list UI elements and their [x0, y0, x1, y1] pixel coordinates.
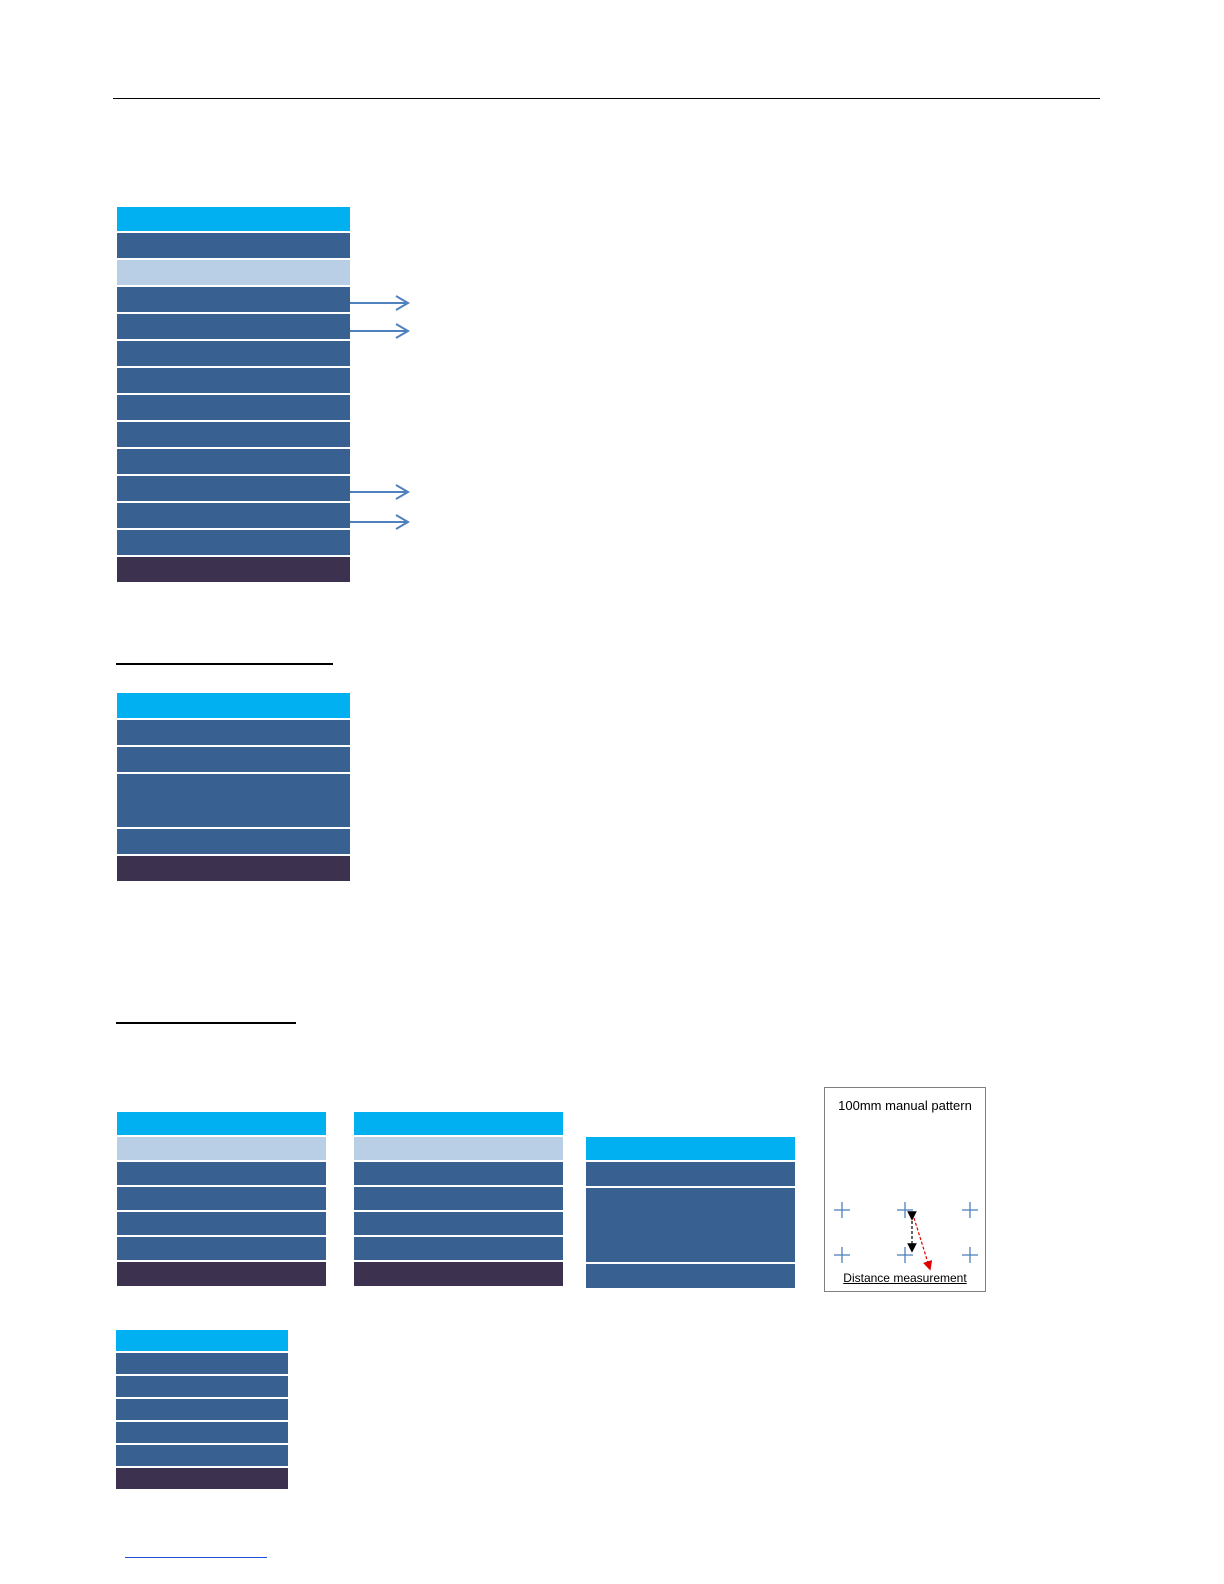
menu-item[interactable]	[116, 1399, 288, 1420]
menu-item[interactable]	[354, 1237, 563, 1260]
cross-icon	[962, 1247, 978, 1263]
menu-item[interactable]	[117, 503, 350, 528]
pattern-graphic	[834, 1202, 978, 1271]
menu-footer-bar	[117, 1262, 326, 1286]
manual-pattern-figure: 100mm manual pattern Distance measuremen…	[824, 1087, 986, 1292]
pattern-title: 100mm manual pattern	[838, 1098, 972, 1113]
menu-item[interactable]	[116, 1376, 288, 1397]
menu-item[interactable]	[117, 829, 350, 854]
menu-item[interactable]	[117, 747, 350, 772]
menu-title-bar	[117, 1112, 326, 1135]
menu-footer-bar	[354, 1262, 563, 1286]
menu-item[interactable]	[117, 395, 350, 420]
section-heading-underline	[116, 663, 333, 665]
menu-item[interactable]	[117, 341, 350, 366]
section-heading-underline	[116, 1022, 296, 1024]
pointer-arrows	[350, 295, 410, 530]
menu-item[interactable]	[117, 1187, 326, 1210]
menu-item[interactable]	[116, 1353, 288, 1374]
menu-item[interactable]	[116, 1445, 288, 1466]
cross-icon	[962, 1202, 978, 1218]
menu-title-bar	[586, 1137, 795, 1160]
cross-icon	[834, 1247, 850, 1263]
menu-item[interactable]	[586, 1162, 795, 1186]
menu-item[interactable]	[116, 1422, 288, 1443]
cross-icon	[897, 1247, 913, 1263]
menu-item[interactable]	[117, 1212, 326, 1235]
menu-title-bar	[116, 1330, 288, 1351]
menu-item-selected[interactable]	[354, 1137, 563, 1160]
submenu-panel	[117, 693, 350, 881]
menu-item[interactable]	[117, 368, 350, 393]
menu-item[interactable]	[117, 314, 350, 339]
footer-link-underline[interactable]	[125, 1557, 267, 1558]
menu-item-large[interactable]	[586, 1188, 795, 1262]
menu-title-bar	[117, 207, 350, 231]
menu-item[interactable]	[117, 1237, 326, 1260]
menu-title-bar	[117, 693, 350, 718]
menu-item[interactable]	[354, 1187, 563, 1210]
pattern-caption: Distance measurement	[843, 1271, 967, 1285]
right-arrow-icon	[350, 295, 410, 311]
menu-item[interactable]	[117, 233, 350, 258]
cross-icon	[834, 1202, 850, 1218]
menu-item[interactable]	[117, 530, 350, 555]
menu-item[interactable]	[354, 1162, 563, 1185]
menu-item[interactable]	[117, 287, 350, 312]
menu-item-selected[interactable]	[117, 1137, 326, 1160]
menu-item-selected[interactable]	[117, 260, 350, 285]
right-arrow-icon	[350, 323, 410, 339]
menu-item[interactable]	[117, 720, 350, 745]
menu-item[interactable]	[117, 1162, 326, 1185]
menu-item[interactable]	[354, 1212, 563, 1235]
menu-footer-bar	[116, 1468, 288, 1489]
calibration-menu-panel-1	[117, 1112, 326, 1286]
header-rule	[113, 98, 1100, 99]
right-arrow-icon	[350, 484, 410, 500]
menu-item[interactable]	[117, 449, 350, 474]
menu-footer-bar	[117, 557, 350, 582]
menu-item[interactable]	[117, 476, 350, 501]
menu-title-bar	[354, 1112, 563, 1135]
menu-item[interactable]	[117, 422, 350, 447]
main-menu-panel	[117, 207, 350, 582]
menu-footer-bar	[117, 856, 350, 881]
calibration-menu-panel-2	[354, 1112, 563, 1286]
diagonal-measure-arrow-icon	[913, 1217, 933, 1271]
cross-icon	[897, 1202, 913, 1218]
small-menu-panel	[116, 1330, 288, 1489]
menu-item[interactable]	[586, 1264, 795, 1288]
right-arrow-icon	[350, 514, 410, 530]
menu-item-large[interactable]	[117, 774, 350, 827]
calibration-menu-panel-3	[586, 1137, 795, 1288]
